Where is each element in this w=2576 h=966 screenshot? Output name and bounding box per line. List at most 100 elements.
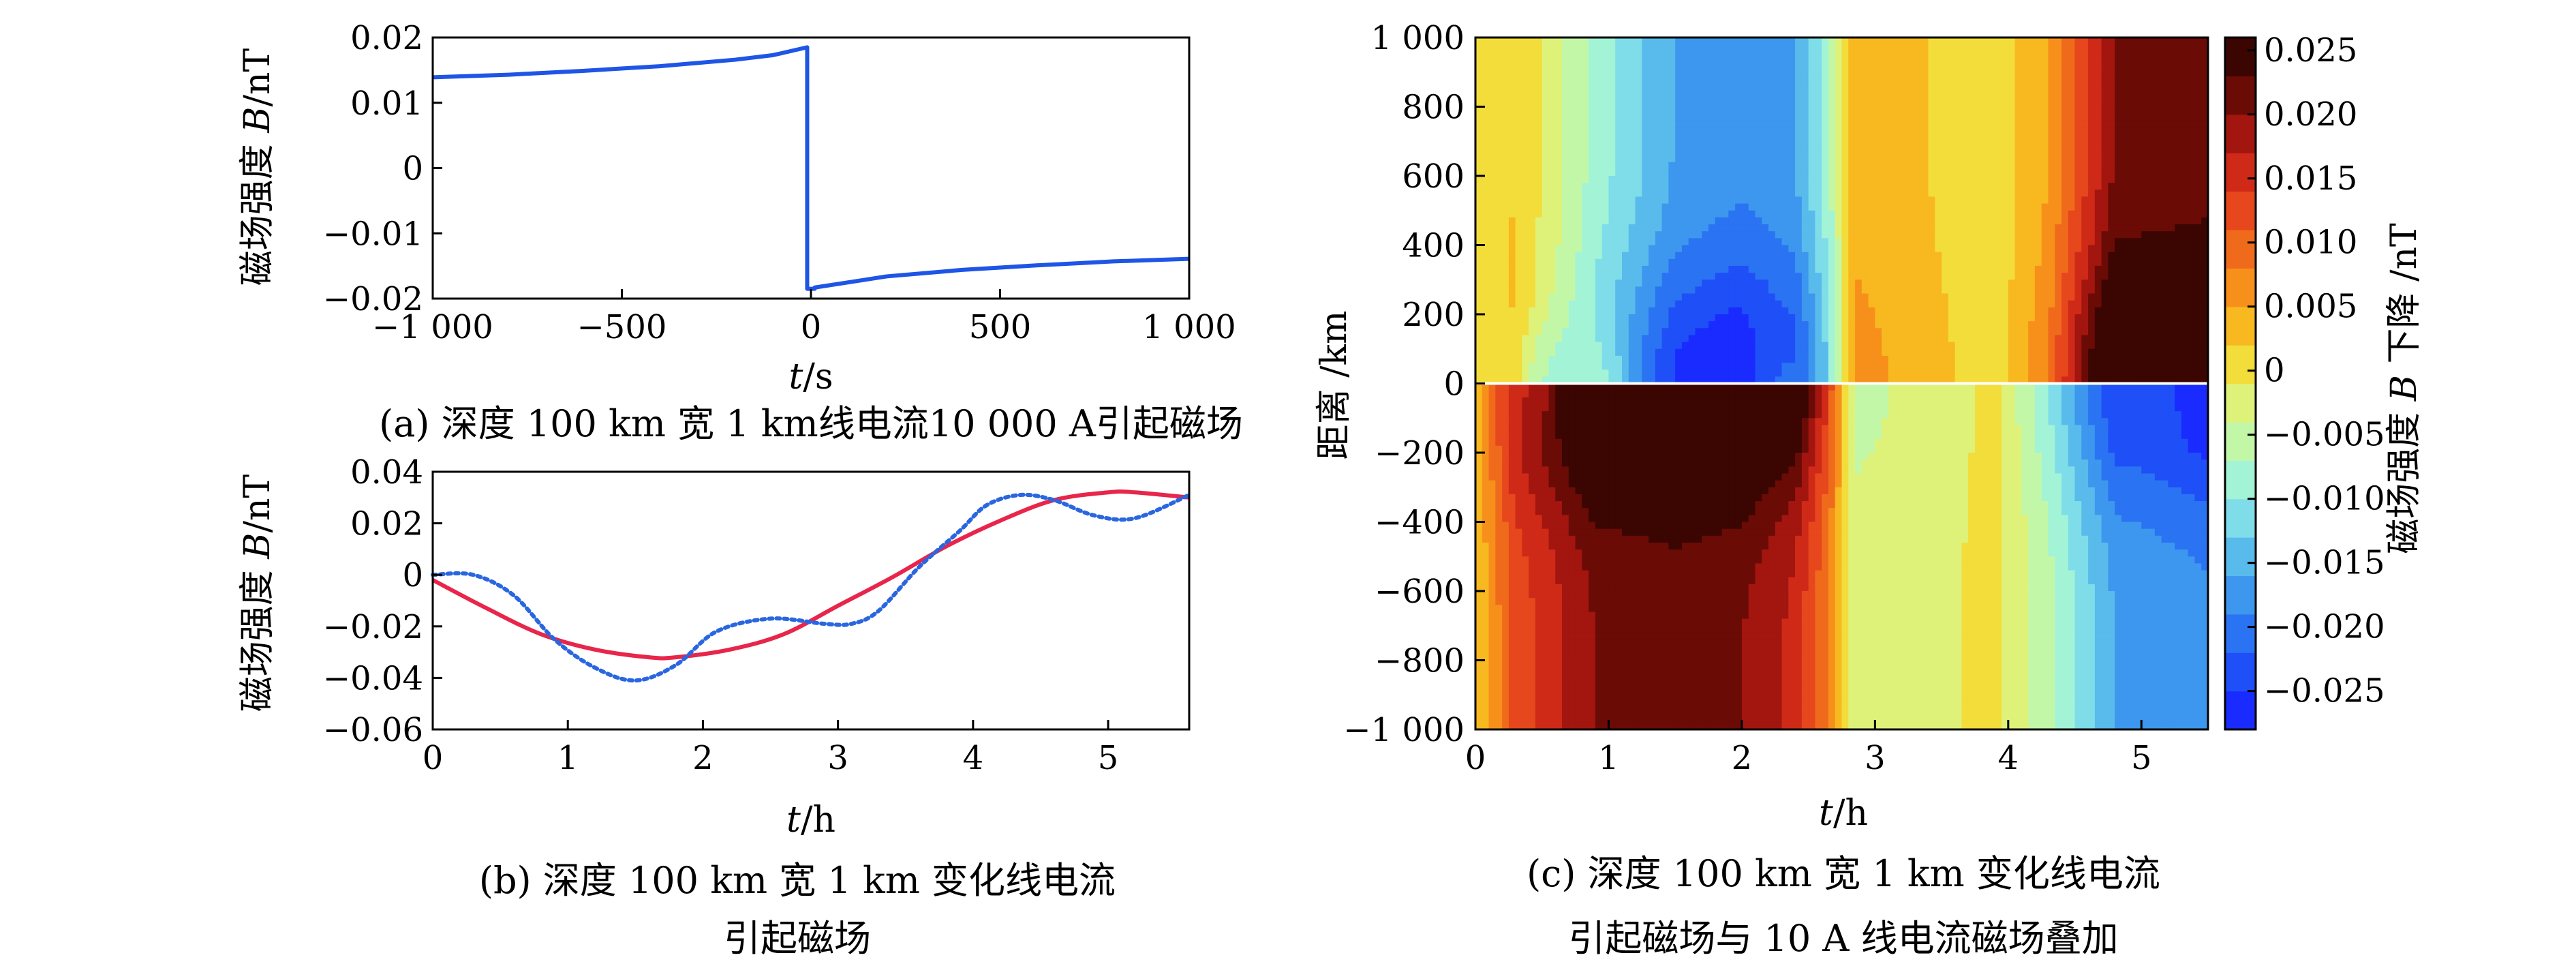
heatmap-cell [1562, 453, 1569, 460]
heatmap-cell [1568, 397, 1576, 405]
heatmap-cell [1675, 494, 1683, 502]
heatmap-cell [1728, 653, 1736, 661]
heatmap-cell [1502, 508, 1509, 515]
heatmap-cell [1768, 280, 1776, 287]
heatmap-cell [1575, 715, 1582, 723]
heatmap-cell [1755, 141, 1762, 149]
heatmap-cell [1608, 224, 1616, 232]
heatmap-cell [1515, 224, 1523, 232]
heatmap-cell [1475, 113, 1483, 121]
heatmap-cell [1762, 93, 1769, 100]
heatmap-cell [1675, 515, 1683, 523]
heatmap-cell [1795, 632, 1803, 640]
heatmap-cell [1522, 632, 1529, 640]
heatmap-cell [1535, 680, 1543, 689]
heatmap-cell [1622, 280, 1629, 287]
heatmap-cell [1495, 190, 1503, 198]
heatmap-cell [1555, 584, 1563, 592]
heatmap-cell [1702, 639, 1709, 647]
heatmap-cell [1589, 695, 1596, 702]
heatmap-cell [1642, 293, 1649, 301]
heatmap-cell [1715, 473, 1723, 481]
heatmap-cell [1589, 245, 1596, 253]
heatmap-cell [1582, 701, 1589, 710]
heatmap-cell [1768, 78, 1776, 87]
heatmap-cell [1601, 314, 1610, 322]
heatmap-cell [1688, 37, 1696, 45]
heatmap-cell [1668, 258, 1676, 267]
heatmap-cell [1702, 612, 1709, 620]
heatmap-cell [1508, 618, 1516, 627]
heatmap-cell [1721, 65, 1729, 73]
heatmap-cell [1628, 300, 1636, 308]
heatmap-cell [1655, 245, 1663, 253]
heatmap-cell [1755, 577, 1762, 585]
heatmap-cell [1755, 453, 1762, 460]
heatmap-cell [1795, 646, 1803, 654]
heatmap-cell [1601, 632, 1610, 640]
heatmap-cell [1721, 584, 1729, 592]
heatmap-cell [1649, 438, 1656, 447]
panel-b-x-tick-label: 3 [827, 739, 848, 777]
heatmap-cell [1649, 660, 1656, 668]
heatmap-cell [1555, 695, 1563, 702]
heatmap-cell [1582, 148, 1589, 156]
heatmap-cell [1495, 44, 1503, 52]
heatmap-cell [1695, 203, 1702, 211]
heatmap-cell [1595, 321, 1603, 329]
heatmap-cell [1548, 314, 1556, 322]
heatmap-cell [1475, 238, 1483, 246]
heatmap-cell [1702, 238, 1709, 246]
heatmap-cell [1661, 162, 1670, 170]
heatmap-cell [1548, 224, 1556, 232]
heatmap-cell [1535, 58, 1543, 66]
heatmap-cell [1788, 286, 1796, 295]
heatmap-cell [1475, 342, 1483, 350]
heatmap-cell [1615, 224, 1623, 232]
heatmap-cell [1755, 93, 1762, 100]
heatmap-cell [1642, 591, 1649, 599]
heatmap-cell [1601, 120, 1610, 128]
heatmap-cell [1681, 494, 1689, 502]
heatmap-cell [1502, 355, 1509, 363]
heatmap-cell [1655, 93, 1663, 100]
heatmap-cell [1735, 293, 1743, 301]
heatmap-cell [1515, 363, 1523, 370]
heatmap-cell [1649, 674, 1656, 682]
heatmap-cell [1488, 618, 1496, 627]
heatmap-cell [1649, 528, 1656, 537]
heatmap-cell [1502, 113, 1509, 121]
heatmap-cell [1675, 556, 1683, 564]
heatmap-cell [1595, 258, 1603, 267]
heatmap-cell [1508, 453, 1516, 460]
heatmap-cell [1702, 65, 1709, 73]
heatmap-cell [1781, 348, 1789, 357]
heatmap-cell [1649, 120, 1656, 128]
heatmap-cell [1649, 58, 1656, 66]
heatmap-cell [1568, 348, 1576, 357]
heatmap-cell [1555, 508, 1563, 515]
heatmap-cell [1735, 363, 1743, 370]
heatmap-cell [1801, 168, 1809, 177]
heatmap-cell [1649, 466, 1656, 474]
heatmap-cell [1741, 162, 1749, 170]
heatmap-cell [1515, 120, 1523, 128]
heatmap-cell [1582, 487, 1589, 495]
heatmap-cell [1788, 528, 1796, 537]
heatmap-cell [1681, 515, 1689, 523]
heatmap-cell [1582, 307, 1589, 315]
heatmap-cell [1795, 168, 1803, 177]
heatmap-cell [1589, 58, 1596, 66]
heatmap-cell [1475, 438, 1483, 447]
heatmap-cell [1801, 78, 1809, 87]
heatmap-cell [1635, 280, 1642, 287]
heatmap-cell [1755, 487, 1762, 495]
heatmap-cell [1702, 280, 1709, 287]
heatmap-cell [1721, 445, 1729, 453]
heatmap-cell [1555, 598, 1563, 605]
heatmap-cell [1595, 494, 1603, 502]
heatmap-cell [1568, 667, 1576, 675]
heatmap-cell [1695, 397, 1702, 405]
heatmap-cell [1535, 501, 1543, 509]
heatmap-cell [1535, 224, 1543, 232]
